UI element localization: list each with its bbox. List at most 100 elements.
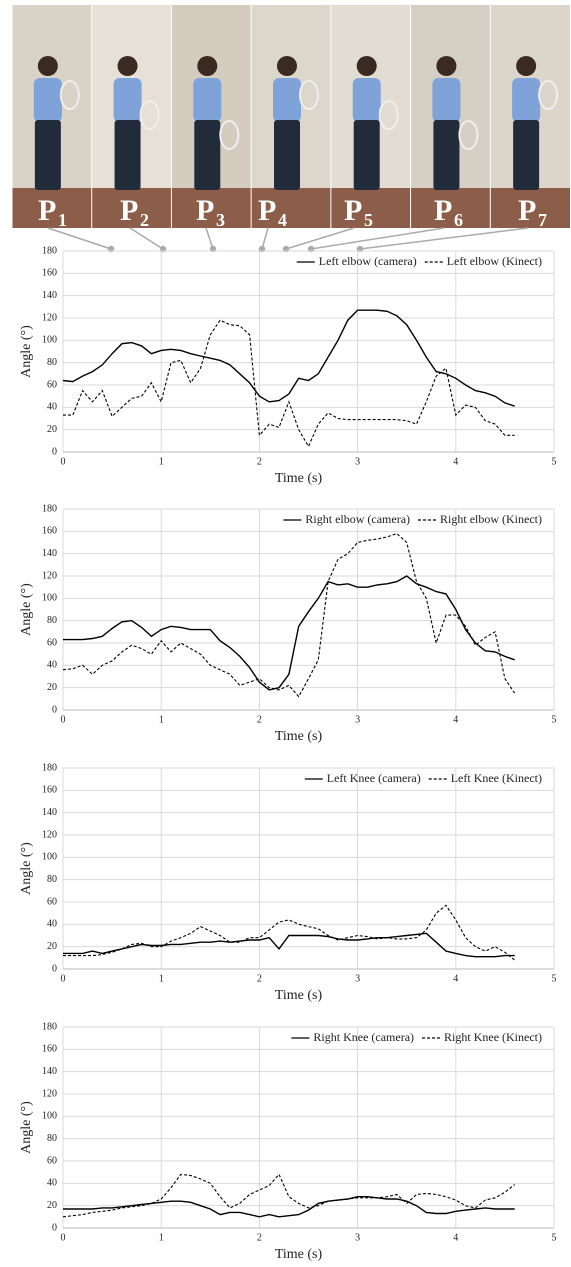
series-line <box>63 319 515 448</box>
series-line <box>63 1196 515 1218</box>
y-tick-label: 180 <box>42 1021 57 1032</box>
racket <box>139 100 160 130</box>
series-line <box>62 1173 516 1218</box>
x-tick-label: 2 <box>257 973 262 984</box>
connector <box>359 227 529 250</box>
connector <box>285 227 355 250</box>
y-tick-label: 0 <box>52 446 57 457</box>
y-tick-label: 60 <box>47 1155 57 1166</box>
racket <box>378 100 399 130</box>
y-axis-title: Angle (°) <box>19 1101 34 1154</box>
y-tick-label: 140 <box>42 807 57 818</box>
y-tick-label: 60 <box>47 637 57 648</box>
x-tick-label: 4 <box>453 973 458 984</box>
x-tick-label: 5 <box>552 1232 557 1243</box>
floor <box>330 188 411 228</box>
phase-label-sub: 3 <box>216 210 225 230</box>
x-tick-label: 2 <box>257 714 262 725</box>
x-tick-label: 3 <box>355 714 360 725</box>
x-tick-label: 2 <box>257 1232 262 1243</box>
chart: 0 20 40 60 80 100 120 140 160 180 0 1 2 3 4 5 Time (s) An… <box>19 503 557 744</box>
x-tick-label: 3 <box>355 456 360 467</box>
chart: 0 20 40 60 80 100 120 140 160 180 0 1 2 3 4 5 Time (s) An… <box>19 245 557 486</box>
pants <box>274 120 300 190</box>
phase-label-sub: 1 <box>58 210 67 230</box>
x-tick-label: 3 <box>355 973 360 984</box>
x-tick-label: 4 <box>453 456 458 467</box>
y-tick-label: 40 <box>47 402 57 413</box>
y-tick-label: 120 <box>42 570 57 581</box>
y-tick-label: 100 <box>42 1111 57 1122</box>
pants <box>353 120 380 190</box>
y-tick-label: 100 <box>42 335 57 346</box>
pants <box>433 120 460 190</box>
shirt <box>352 78 381 122</box>
y-tick-label: 20 <box>47 941 57 952</box>
phase-label: P <box>120 194 138 227</box>
legend-label: Left elbow (camera) <box>319 254 417 268</box>
y-tick-label: 80 <box>47 357 57 368</box>
chart: 0 20 40 60 80 100 120 140 160 180 0 1 2 3 4 5 Time (s) An… <box>19 1021 557 1262</box>
y-tick-label: 120 <box>42 829 57 840</box>
y-tick-label: 0 <box>52 963 57 974</box>
y-tick-label: 20 <box>47 424 57 435</box>
chart: 0 20 40 60 80 100 120 140 160 180 0 1 2 3 4 5 Time (s) An… <box>19 762 557 1003</box>
floor <box>251 188 331 228</box>
head <box>356 56 377 76</box>
legend-label: Right Knee (camera) <box>313 1030 414 1044</box>
head <box>277 56 297 76</box>
x-axis-title: Time (s) <box>275 471 323 486</box>
series-line <box>63 575 515 691</box>
x-tick-label: 5 <box>552 714 557 725</box>
y-tick-label: 100 <box>42 852 57 863</box>
series-line <box>62 532 516 698</box>
series-line <box>62 309 515 407</box>
y-tick-label: 60 <box>47 379 57 390</box>
y-tick-label: 100 <box>42 593 57 604</box>
y-tick-label: 40 <box>47 919 57 930</box>
phase-label: P <box>434 194 452 227</box>
y-tick-label: 120 <box>42 312 57 323</box>
phase-label-sub: 5 <box>364 210 373 230</box>
phase-label-sub: 6 <box>454 210 463 230</box>
y-tick-label: 180 <box>42 762 57 773</box>
head <box>117 56 138 76</box>
pants <box>34 120 61 190</box>
y-tick-label: 120 <box>42 1088 57 1099</box>
y-tick-label: 160 <box>42 1044 57 1055</box>
y-tick-label: 180 <box>42 503 57 514</box>
legend-label: Right Knee (Kinect) <box>444 1030 542 1044</box>
shirt <box>33 78 62 122</box>
phase-label: P <box>344 194 362 227</box>
y-tick-label: 80 <box>47 615 57 626</box>
connector <box>261 227 269 250</box>
x-tick-label: 1 <box>159 456 164 467</box>
pants <box>513 120 540 190</box>
x-axis-title: Time (s) <box>275 1247 323 1262</box>
y-tick-label: 140 <box>42 548 57 559</box>
y-tick-label: 160 <box>42 785 57 796</box>
x-tick-label: 1 <box>159 973 164 984</box>
shirt <box>512 78 541 122</box>
y-tick-label: 20 <box>47 1200 57 1211</box>
y-tick-label: 40 <box>47 660 57 671</box>
phase-connectors <box>47 227 529 253</box>
floor <box>410 188 491 228</box>
floor <box>12 188 92 228</box>
floor <box>171 188 252 228</box>
pants <box>114 120 141 190</box>
head <box>436 56 457 76</box>
floor <box>490 188 570 228</box>
phase-label-sub: 7 <box>538 210 547 230</box>
y-tick-label: 140 <box>42 290 57 301</box>
series-line <box>63 904 516 961</box>
series-line <box>63 932 515 958</box>
shirt <box>432 78 461 122</box>
x-tick-label: 0 <box>61 973 66 984</box>
x-tick-label: 2 <box>257 456 262 467</box>
connector <box>310 227 445 250</box>
x-axis-title: Time (s) <box>275 988 323 1003</box>
y-tick-label: 40 <box>47 1178 57 1189</box>
racket <box>299 80 319 110</box>
